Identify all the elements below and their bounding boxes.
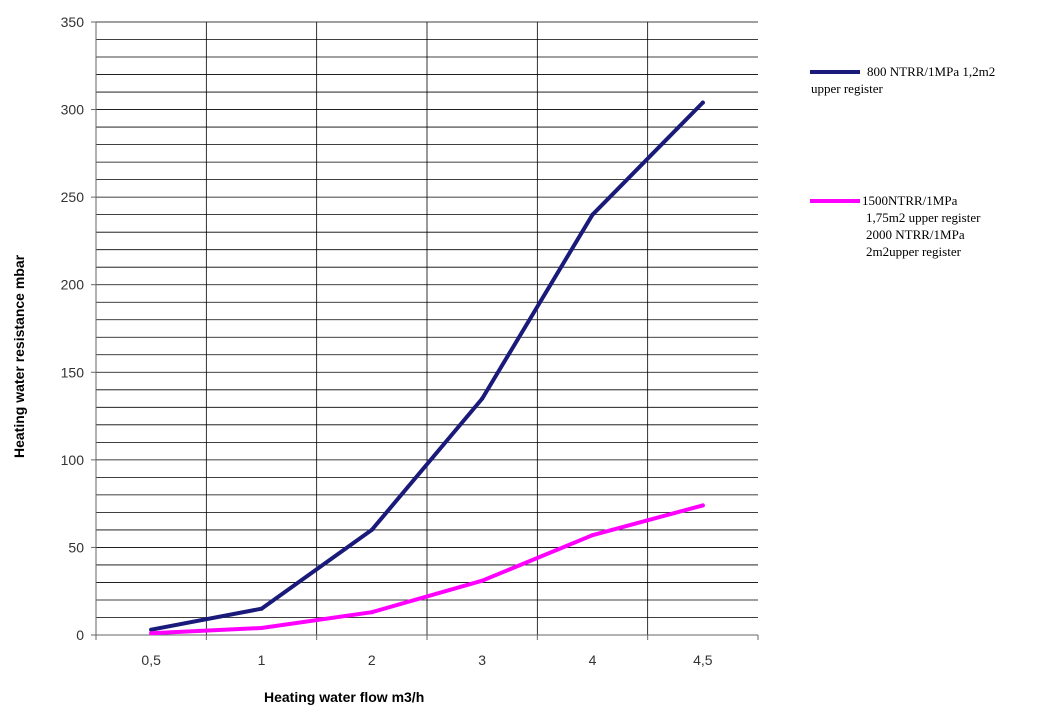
data-point <box>700 100 705 105</box>
y-tick-label: 200 <box>61 277 85 293</box>
data-point <box>369 610 374 615</box>
x-axis-ticks: 0,5 1 2 3 4 4,5 <box>95 635 759 668</box>
legend-label: 1500NTRR/1MPa <box>862 193 958 208</box>
y-tick-label: 50 <box>68 539 84 555</box>
data-point <box>480 578 485 583</box>
y-tick-label: 250 <box>61 189 85 205</box>
data-point <box>259 625 264 630</box>
y-tick-label: 150 <box>61 364 85 380</box>
y-tick-label: 350 <box>61 14 85 30</box>
y-tick-label: 300 <box>61 102 85 118</box>
data-point <box>149 627 154 632</box>
y-axis-ticks: 0 50 100 150 200 250 300 350 <box>61 14 96 643</box>
chart-legend: 800 NTRR/1MPa 1,2m2 upper register 1500NTR… <box>810 64 995 259</box>
legend-label: 2000 NTRR/1MPa <box>866 227 965 242</box>
x-axis-title: Heating water flow m3/h <box>264 689 424 705</box>
x-tick-label: 0,5 <box>141 652 161 668</box>
legend-label: upper register <box>811 81 884 96</box>
legend-label: 800 NTRR/1MPa 1,2m2 <box>867 64 995 79</box>
data-point <box>590 212 595 217</box>
chart-gridlines <box>96 21 758 636</box>
y-tick-label: 0 <box>76 627 84 643</box>
y-tick-label: 100 <box>61 452 85 468</box>
x-tick-label: 1 <box>258 652 266 668</box>
x-tick-label: 4,5 <box>693 652 713 668</box>
x-tick-label: 2 <box>368 652 376 668</box>
data-point <box>149 631 154 636</box>
legend-label: 1,75m2 upper register <box>866 210 981 225</box>
data-point <box>369 527 374 532</box>
x-tick-label: 3 <box>478 652 486 668</box>
legend-label: 2m2upper register <box>866 244 962 259</box>
data-point <box>480 396 485 401</box>
y-axis-title: Heating water resistance mbar <box>11 254 27 458</box>
data-point <box>259 606 264 611</box>
x-tick-label: 4 <box>589 652 597 668</box>
chart-series <box>149 100 705 636</box>
data-point <box>590 533 595 538</box>
series-line-1 <box>149 100 705 632</box>
series-line-2 <box>149 503 705 636</box>
data-point <box>700 503 705 508</box>
